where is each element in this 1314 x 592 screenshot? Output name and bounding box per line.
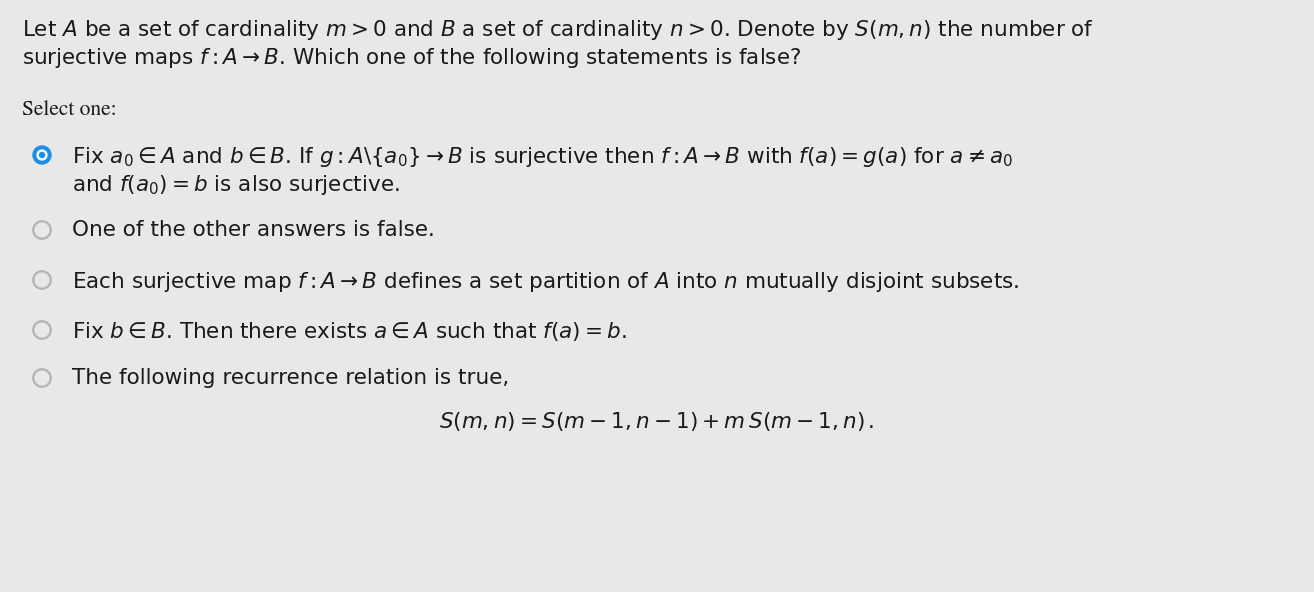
Text: Select one:: Select one: [22, 100, 117, 120]
Circle shape [35, 371, 49, 385]
Text: Each surjective map $f : A \rightarrow B$ defines a set partition of $A$ into $n: Each surjective map $f : A \rightarrow B… [72, 270, 1020, 294]
Circle shape [33, 369, 51, 387]
Text: Fix $a_0 \in A$ and $b \in B$. If $g : A\backslash\{a_0\} \rightarrow B$ is surj: Fix $a_0 \in A$ and $b \in B$. If $g : A… [72, 145, 1013, 169]
Text: Let $A$ be a set of cardinality $m > 0$ and $B$ a set of cardinality $n > 0$. De: Let $A$ be a set of cardinality $m > 0$ … [22, 18, 1093, 42]
Text: and $f(a_0) = b$ is also surjective.: and $f(a_0) = b$ is also surjective. [72, 173, 399, 197]
Circle shape [33, 271, 51, 289]
Circle shape [35, 274, 49, 287]
Text: Fix $b \in B$. Then there exists $a \in A$ such that $f(a) = b$.: Fix $b \in B$. Then there exists $a \in … [72, 320, 627, 343]
Text: surjective maps $f : A \rightarrow B$. Which one of the following statements is : surjective maps $f : A \rightarrow B$. W… [22, 46, 802, 70]
Circle shape [39, 153, 45, 157]
Circle shape [33, 321, 51, 339]
Circle shape [37, 150, 47, 160]
Circle shape [35, 323, 49, 337]
Text: The following recurrence relation is true,: The following recurrence relation is tru… [72, 368, 510, 388]
Circle shape [33, 221, 51, 239]
Circle shape [33, 146, 51, 164]
Text: One of the other answers is false.: One of the other answers is false. [72, 220, 435, 240]
Circle shape [35, 223, 49, 237]
Text: $S(m, n) = S(m-1, n-1) + m\, S(m-1, n)\,.$: $S(m, n) = S(m-1, n-1) + m\, S(m-1, n)\,… [439, 410, 875, 433]
